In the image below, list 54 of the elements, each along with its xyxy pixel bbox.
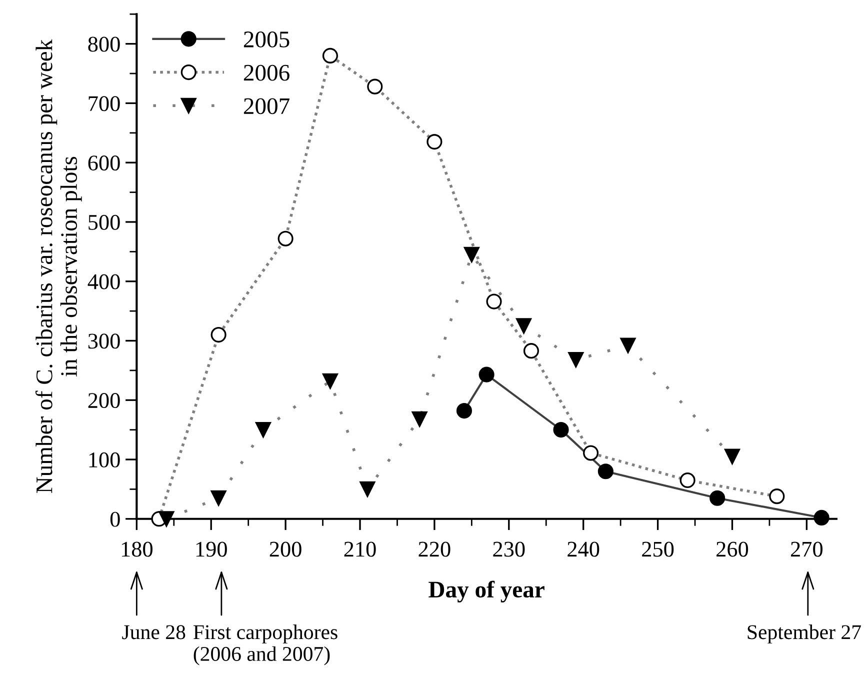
point [814, 510, 830, 526]
x-tick-label: 260 [716, 542, 748, 557]
legend-label: 2006 [244, 64, 290, 81]
point [620, 338, 636, 354]
point [553, 422, 569, 438]
point [158, 511, 174, 527]
point [523, 343, 540, 359]
point [456, 403, 472, 419]
point [464, 246, 480, 262]
point [426, 134, 442, 150]
point [710, 490, 726, 506]
y-tick-label: 600 [88, 156, 120, 171]
text: June 28 [122, 625, 186, 640]
text: First carpophores (2006 and 2007) [193, 624, 338, 666]
point [322, 48, 338, 64]
point [583, 445, 599, 461]
point [769, 488, 785, 504]
x-tick-label: 270 [790, 542, 822, 557]
y-tick-label: 700 [88, 96, 120, 112]
point [322, 373, 338, 389]
y-tick-label: 800 [88, 36, 120, 52]
x-tick-label: 240 [568, 542, 600, 557]
y-tick-label: 200 [88, 393, 120, 408]
y-tick-label: 300 [88, 334, 120, 349]
point [210, 490, 226, 506]
point [724, 448, 740, 464]
y-axis-title: Number of C. cibarius var. roseocanus per week in the observation plots [35, 39, 82, 494]
point [210, 327, 226, 343]
point [360, 481, 376, 497]
x-tick-label: 230 [493, 542, 525, 557]
x-axis-title: Day of year [428, 580, 544, 602]
point [367, 78, 383, 94]
x-tick-label: 210 [344, 542, 376, 557]
x-tick-label: 200 [270, 542, 302, 557]
y-tick-label: 400 [88, 274, 120, 290]
legend-label: 2007 [244, 98, 290, 114]
point [598, 464, 614, 480]
x-tick-label: 180 [122, 542, 152, 557]
point [278, 230, 294, 246]
y-tick-label: 0 [110, 512, 120, 527]
y-tick-label: 100 [89, 452, 120, 468]
point [478, 366, 494, 382]
point [568, 352, 584, 368]
text: September 27 [748, 624, 861, 644]
point [255, 422, 272, 438]
legend-label: 2005 [244, 31, 290, 48]
point [412, 411, 428, 427]
y-tick-label: 500 [88, 214, 120, 230]
point [486, 294, 502, 310]
x-tick-label: 250 [642, 542, 674, 557]
point [516, 318, 532, 334]
x-tick-label: 220 [418, 542, 450, 557]
x-tick-label: 190 [196, 542, 227, 557]
point [680, 472, 696, 488]
